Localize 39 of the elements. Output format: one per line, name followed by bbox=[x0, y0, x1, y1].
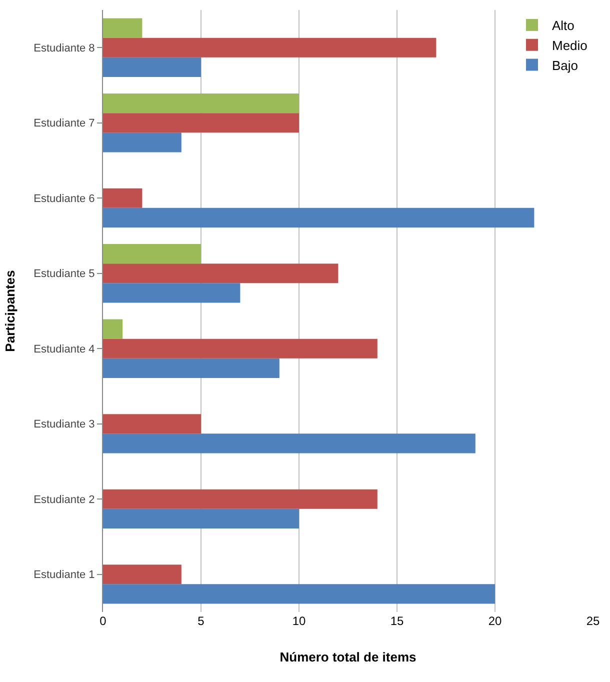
x-tick-label: 15 bbox=[390, 614, 404, 628]
y-tick-label: Estudiante 3 bbox=[34, 418, 95, 431]
x-tick-label: 25 bbox=[586, 614, 600, 628]
y-tick-label: Estudiante 7 bbox=[34, 118, 95, 130]
bar bbox=[103, 264, 338, 284]
x-tick-label: 10 bbox=[292, 614, 306, 628]
y-tick-label: Estudiante 2 bbox=[34, 494, 95, 506]
bar bbox=[103, 57, 201, 77]
bar bbox=[103, 244, 201, 264]
bar bbox=[103, 38, 436, 58]
bar bbox=[103, 338, 378, 358]
bar bbox=[103, 508, 299, 528]
y-axis-title: Participantes bbox=[2, 270, 18, 352]
y-tick-label: Estudiante 1 bbox=[34, 569, 95, 582]
x-tick-label: 0 bbox=[100, 614, 107, 628]
bar bbox=[103, 489, 378, 509]
bar bbox=[103, 188, 142, 208]
bar bbox=[103, 564, 182, 584]
bar bbox=[103, 113, 299, 133]
bar bbox=[103, 414, 201, 434]
y-tick-label: Estudiante 6 bbox=[34, 192, 95, 205]
legend-label: Medio bbox=[552, 38, 588, 53]
bar bbox=[103, 358, 280, 378]
y-tick-label: Estudiante 8 bbox=[34, 42, 95, 54]
legend-label: Alto bbox=[552, 18, 574, 34]
bar bbox=[103, 319, 123, 339]
bar bbox=[103, 208, 534, 228]
bar bbox=[103, 94, 299, 114]
x-tick-label: 20 bbox=[488, 614, 502, 628]
legend-label: Bajo bbox=[552, 58, 578, 73]
bar bbox=[103, 283, 240, 303]
x-tick-label: 5 bbox=[198, 614, 205, 628]
x-axis-title: Número total de items bbox=[280, 650, 416, 665]
y-tick-label: Estudiante 5 bbox=[34, 268, 95, 280]
bar bbox=[103, 434, 476, 454]
y-tick-label: Estudiante 4 bbox=[34, 343, 95, 356]
bar bbox=[103, 584, 495, 604]
bar bbox=[103, 132, 182, 152]
bar bbox=[103, 18, 142, 38]
